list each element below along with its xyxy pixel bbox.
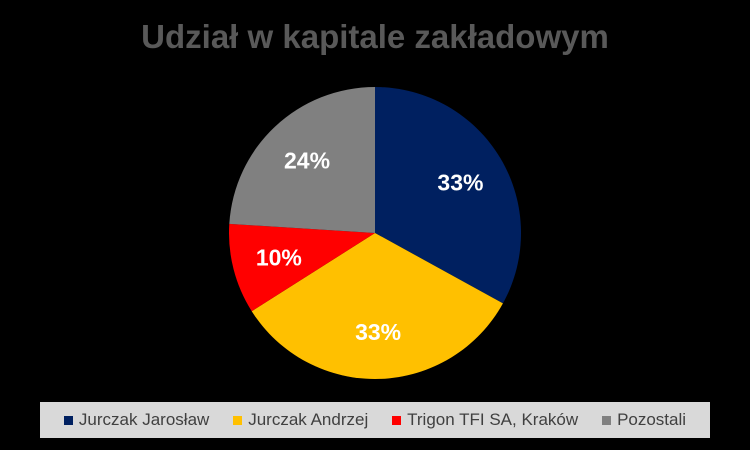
- data-label: 24%: [284, 148, 330, 174]
- pie-chart: 33% 33% 10% 24%: [0, 0, 750, 400]
- legend-swatch: [602, 416, 611, 425]
- legend-label: Trigon TFI SA, Kraków: [407, 410, 578, 430]
- legend-item-pozostali: Pozostali: [602, 410, 686, 430]
- legend-item-jurczak-andrzej: Jurczak Andrzej: [233, 410, 368, 430]
- data-label: 10%: [256, 245, 302, 271]
- legend-label: Pozostali: [617, 410, 686, 430]
- legend-swatch: [233, 416, 242, 425]
- data-label: 33%: [437, 169, 483, 195]
- legend-label: Jurczak Andrzej: [248, 410, 368, 430]
- legend-item-trigon: Trigon TFI SA, Kraków: [392, 410, 578, 430]
- legend-swatch: [64, 416, 73, 425]
- legend-item-jurczak-jaroslaw: Jurczak Jarosław: [64, 410, 209, 430]
- legend-swatch: [392, 416, 401, 425]
- chart-legend: Jurczak Jarosław Jurczak Andrzej Trigon …: [40, 402, 710, 438]
- legend-label: Jurczak Jarosław: [79, 410, 209, 430]
- data-label: 33%: [355, 319, 401, 345]
